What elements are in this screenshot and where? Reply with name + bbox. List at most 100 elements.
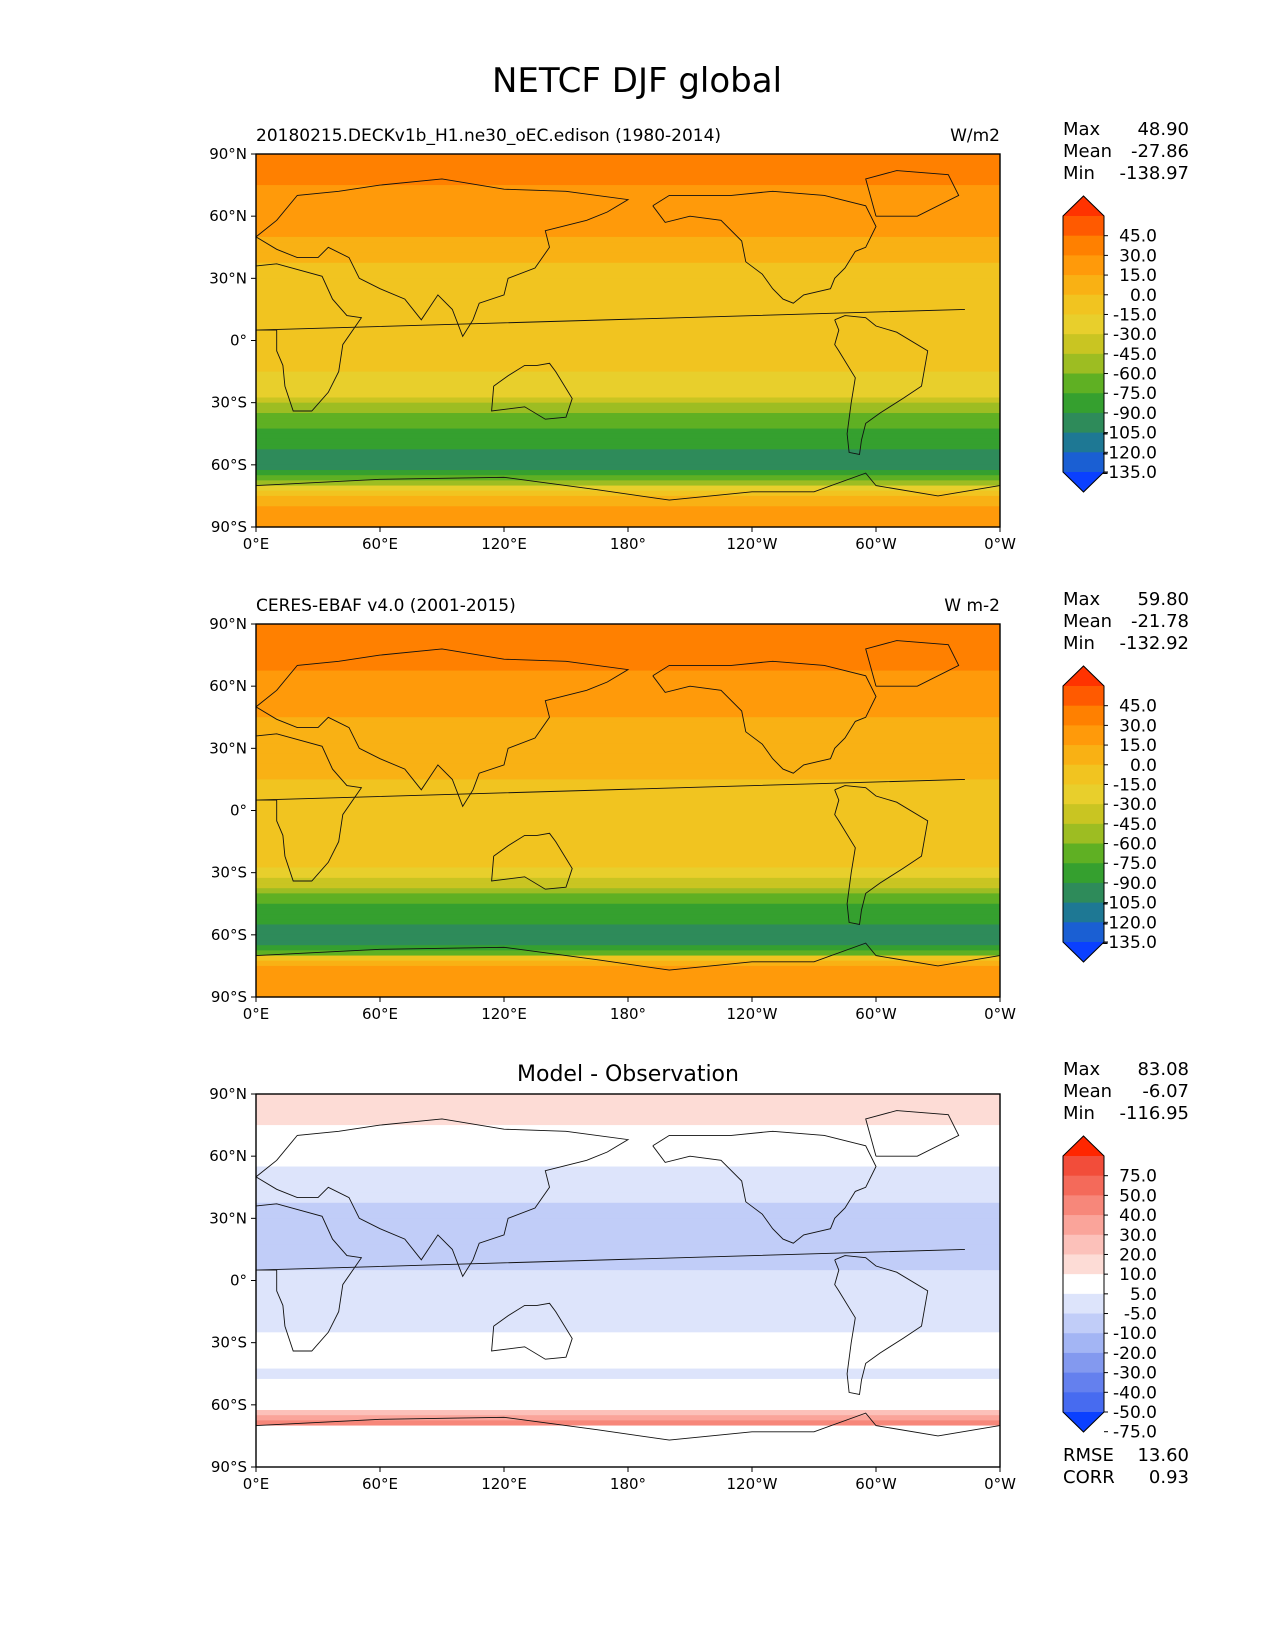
- x-tick-label: 180°: [610, 1005, 646, 1023]
- field-band: [256, 216, 1000, 222]
- y-tick-marks: 90°N 60°N 30°N 0° 30°S 60°S 90°S: [209, 615, 256, 1006]
- colorbar-segment: [1063, 1175, 1104, 1196]
- field-band: [256, 506, 1000, 513]
- max-label: Max: [1063, 589, 1101, 610]
- panel-model: 0°E 60°E 120°E 180° 120°W 60°W 0°W 90°N 60°N 30°…: [209, 119, 1189, 553]
- field-band: [256, 960, 1000, 967]
- field-band: [256, 159, 1000, 165]
- colorbar-segment: [1063, 373, 1104, 394]
- colorbar-label: -75.0: [1113, 1423, 1157, 1443]
- field-band: [256, 862, 1000, 869]
- x-tick-label: 120°E: [481, 1475, 527, 1493]
- field-band: [256, 475, 1000, 481]
- field-band: [256, 423, 1000, 430]
- x-tick-marks: 0°E 60°E 120°E 180° 120°W 60°W 0°W: [243, 527, 1016, 553]
- coastline: [865, 640, 960, 687]
- field-band: [256, 1192, 1000, 1199]
- panel-left-label: 20180215.DECKv1b_H1.ne30_oEC.edison (198…: [256, 126, 721, 146]
- field-band: [256, 826, 1000, 832]
- colorbar-label: -60.0: [1113, 365, 1157, 385]
- colorbar-label: -135.0: [1102, 463, 1157, 483]
- y-tick-label: 30°N: [209, 269, 247, 287]
- x-tick-label: 60°E: [362, 1005, 398, 1023]
- colorbar: 45.030.015.00.0-15.0-30.0-45.0-60.0-75.0…: [1062, 665, 1157, 963]
- field-band: [256, 267, 1000, 274]
- field-band: [256, 1435, 1000, 1442]
- colorbar-label: 0.0: [1130, 286, 1157, 306]
- colorbar-label: 45.0: [1119, 227, 1157, 247]
- colorbar-label: -40.0: [1113, 1383, 1157, 1403]
- mean-value: -6.07: [1142, 1081, 1189, 1102]
- field-band: [256, 495, 1000, 502]
- x-tick-label: 60°W: [855, 1005, 897, 1023]
- coastline: [255, 648, 630, 808]
- field-band: [256, 1218, 1000, 1225]
- field-band: [256, 226, 1000, 233]
- colorbar-segment: [1063, 275, 1104, 296]
- colorbar: 75.050.040.030.020.010.05.0-5.0-10.0-20.…: [1062, 1135, 1157, 1443]
- colorbar-label: -30.0: [1113, 795, 1157, 815]
- colorbar-segment: [1063, 432, 1104, 453]
- field-band: [256, 195, 1000, 202]
- field-band: [256, 877, 1000, 884]
- x-tick-label: 120°E: [481, 1005, 527, 1023]
- field-band: [256, 1425, 1000, 1432]
- field-band: [256, 511, 1000, 518]
- x-tick-marks: 0°E 60°E 120°E 180° 120°W 60°W 0°W: [243, 997, 1016, 1023]
- stats-box: Max 48.90 Mean -27.86 Min -138.97: [1063, 119, 1189, 184]
- field-band: [256, 696, 1000, 703]
- field-band: [256, 418, 1000, 424]
- map-field: [256, 154, 1000, 528]
- colorbar-label: 40.0: [1119, 1206, 1157, 1226]
- coastline: [865, 170, 960, 217]
- field-band: [256, 1389, 1000, 1396]
- colorbar-label: 75.0: [1119, 1167, 1157, 1187]
- y-tick-label: 30°N: [209, 739, 247, 757]
- rmse-label: RMSE: [1063, 1445, 1114, 1466]
- colorbar-label: -90.0: [1113, 404, 1157, 424]
- field-band: [256, 831, 1000, 838]
- colorbar-label: -75.0: [1113, 854, 1157, 874]
- field-band: [256, 288, 1000, 295]
- field-band: [256, 1337, 1000, 1344]
- field-band: [256, 516, 1000, 523]
- field-band: [256, 454, 1000, 461]
- colorbar-segment: [1063, 353, 1104, 375]
- corr-value: 0.93: [1149, 1467, 1189, 1488]
- x-tick-label: 60°W: [855, 1475, 897, 1493]
- colorbar-label: -90.0: [1113, 874, 1157, 894]
- field-band: [256, 841, 1000, 848]
- coastline: [255, 1118, 630, 1278]
- land-outline: [255, 1110, 1000, 1441]
- field-band: [256, 774, 1000, 781]
- field-band: [256, 174, 1000, 181]
- y-tick-label: 0°: [230, 1272, 247, 1290]
- field-band: [256, 1347, 1000, 1354]
- field-band: [256, 815, 1000, 822]
- field-band: [256, 164, 1000, 171]
- field-band: [256, 1135, 1000, 1142]
- colorbar-label: 45.0: [1119, 697, 1157, 717]
- field-band: [256, 459, 1000, 466]
- field-band: [256, 986, 1000, 993]
- field-band: [256, 758, 1000, 765]
- field-band: [256, 1420, 1000, 1427]
- field-band: [256, 1125, 1000, 1131]
- x-tick-label: 120°E: [481, 535, 527, 553]
- panel-title: Model - Observation: [517, 1062, 739, 1087]
- colorbar-segment: [1063, 922, 1104, 943]
- field-band: [256, 1358, 1000, 1364]
- map-field: [256, 624, 1000, 998]
- coastline: [256, 733, 965, 882]
- field-band: [256, 1213, 1000, 1219]
- x-tick-label: 0°E: [243, 535, 270, 553]
- coastline: [491, 832, 573, 890]
- field-band: [256, 1410, 1000, 1416]
- field-band: [256, 179, 1000, 186]
- field-band: [256, 955, 1000, 962]
- colorbar-segment: [1063, 882, 1104, 904]
- field-band: [256, 1270, 1000, 1276]
- coastline: [256, 1412, 1000, 1441]
- colorbar-label: 0.0: [1130, 756, 1157, 776]
- x-tick-label: 60°W: [855, 535, 897, 553]
